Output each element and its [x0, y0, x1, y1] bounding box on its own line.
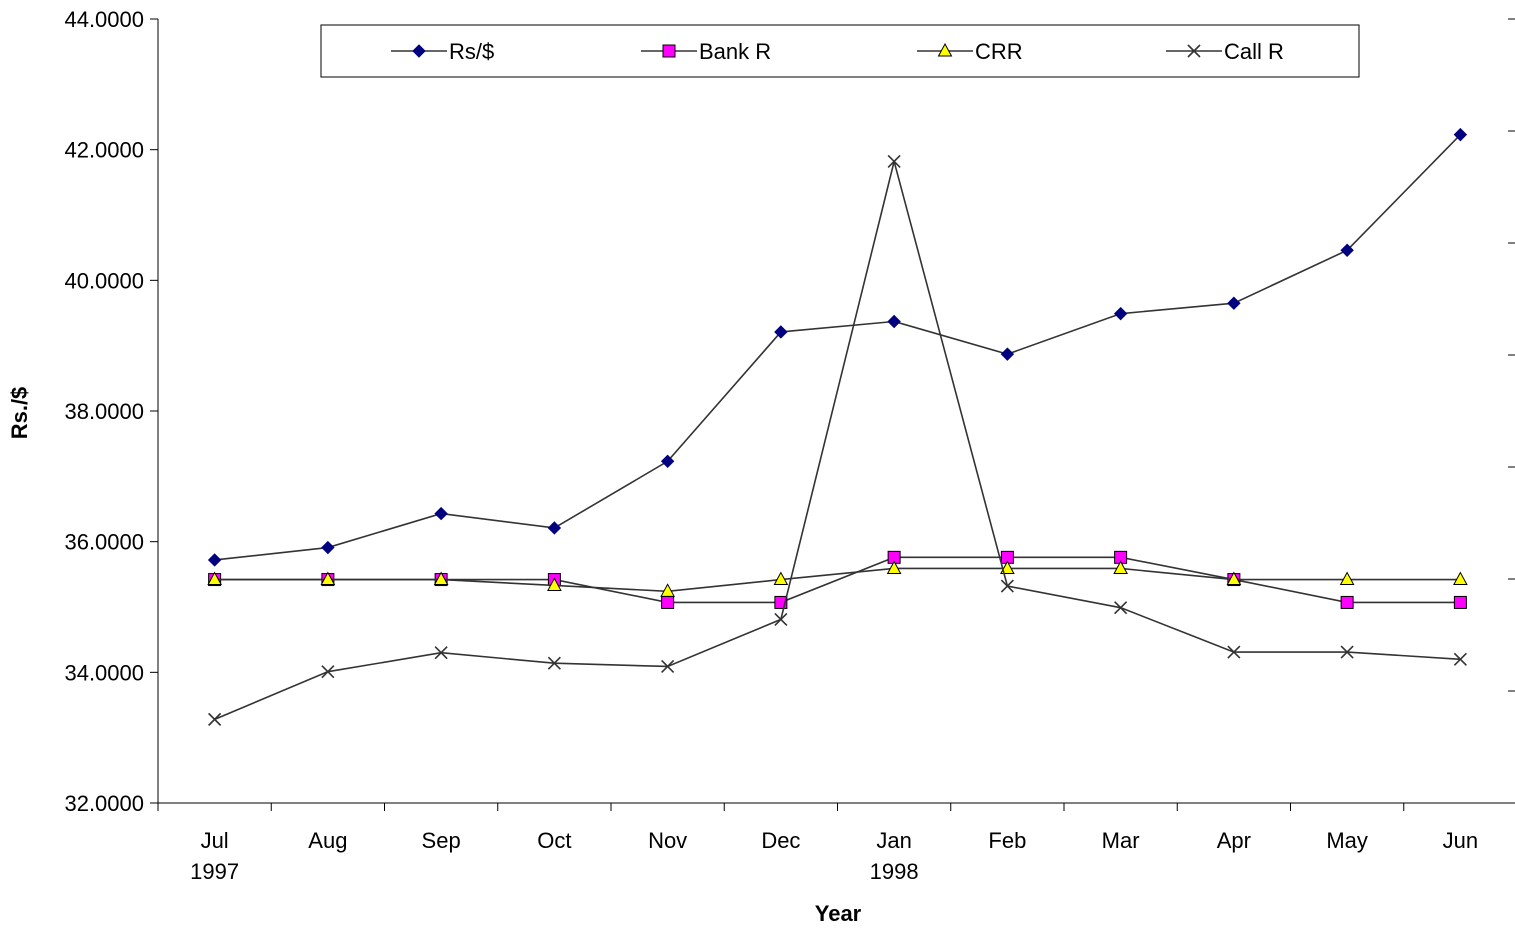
x-tick-label: Apr [1217, 828, 1251, 853]
series-call-r [208, 154, 1467, 726]
legend: Rs/$ Bank R CRR Call R [320, 24, 1360, 78]
data-point [774, 612, 788, 626]
x-tick-label: Mar [1102, 828, 1140, 853]
series-line [214, 134, 1461, 561]
data-point [321, 665, 335, 679]
legend-marker [412, 44, 426, 58]
legend-item: CRR [917, 39, 1023, 64]
legend-item: Call R [1166, 39, 1284, 64]
x-tick-label: Sep [422, 828, 461, 853]
x-tick-sublabel: 1998 [870, 859, 919, 884]
data-point [1000, 579, 1014, 593]
y-tick-label: 42.0000 [64, 138, 144, 163]
x-tick-label: Jul [201, 828, 229, 853]
x-tick-label: Jun [1443, 828, 1478, 853]
legend-item: Rs/$ [391, 39, 494, 64]
series-layer [207, 127, 1468, 726]
series-line [214, 161, 1461, 721]
legend-marker [662, 44, 676, 58]
x-tick-label: Aug [308, 828, 347, 853]
data-point [320, 571, 336, 586]
data-point [661, 595, 675, 609]
data-point [1453, 127, 1468, 142]
data-point [547, 577, 562, 591]
data-point [773, 571, 789, 586]
data-point [1114, 601, 1128, 615]
data-point [1227, 645, 1241, 659]
data-point [1453, 652, 1467, 666]
legend-label: Rs/$ [449, 39, 494, 64]
data-point [661, 659, 675, 674]
legend-item: Bank R [641, 39, 771, 64]
data-point [547, 656, 561, 670]
data-point [207, 553, 222, 567]
x-tick-label: Nov [648, 828, 687, 853]
data-point [547, 521, 562, 535]
data-point [1340, 595, 1354, 609]
data-point [1113, 560, 1128, 574]
data-point [660, 583, 675, 597]
legend-marker [1187, 44, 1201, 58]
x-tick-sublabel: 1997 [190, 859, 239, 884]
data-point [1227, 296, 1241, 310]
x-axis-title: Year [815, 901, 862, 926]
x-tick-label: Feb [988, 828, 1026, 853]
series-line [214, 567, 1461, 593]
y-tick-label: 44.0000 [64, 7, 144, 32]
data-point [660, 454, 675, 469]
data-point [887, 154, 901, 168]
data-point [1453, 595, 1467, 609]
series-crr [207, 560, 1468, 597]
x-axis-ticks: Jul 1997 Aug Sep Oct Nov Dec Jan 1998 Feb Mar Apr Ma… [157, 803, 1478, 884]
data-point [1226, 571, 1242, 586]
data-point [1340, 243, 1354, 257]
data-point [774, 325, 788, 339]
y-tick-label: 36.0000 [64, 530, 144, 555]
legend-label: Bank R [699, 39, 771, 64]
data-point [1000, 560, 1015, 574]
y-axis-title: Rs./$ [7, 387, 32, 440]
x-tick-label: Dec [761, 828, 800, 853]
data-point [208, 712, 222, 726]
x-tick-label: Jan [876, 828, 911, 853]
data-point [1453, 571, 1468, 586]
data-point [886, 560, 902, 574]
y-axis-ticks: 32.0000 34.0000 36.0000 38.0000 40.0000 42.00… [64, 7, 158, 816]
data-point [1340, 645, 1354, 659]
legend-marker [937, 42, 953, 57]
y-tick-label: 38.0000 [64, 399, 144, 424]
axes [157, 18, 1515, 804]
data-point [433, 571, 449, 586]
y-tick-label: 40.0000 [64, 268, 144, 293]
data-point [1339, 571, 1355, 586]
legend-label: CRR [975, 39, 1023, 64]
data-point [207, 571, 222, 586]
legend-label: Call R [1224, 39, 1284, 64]
data-point [1000, 347, 1015, 361]
x-tick-label: Oct [537, 828, 571, 853]
x-tick-label: May [1326, 828, 1368, 853]
y-tick-label: 32.0000 [64, 791, 144, 816]
data-point [1113, 306, 1128, 321]
data-point [434, 646, 448, 660]
data-point [887, 314, 901, 329]
data-point [321, 540, 335, 555]
series-rs [207, 127, 1468, 567]
data-point [434, 506, 448, 521]
y-tick-label: 34.0000 [64, 660, 144, 685]
